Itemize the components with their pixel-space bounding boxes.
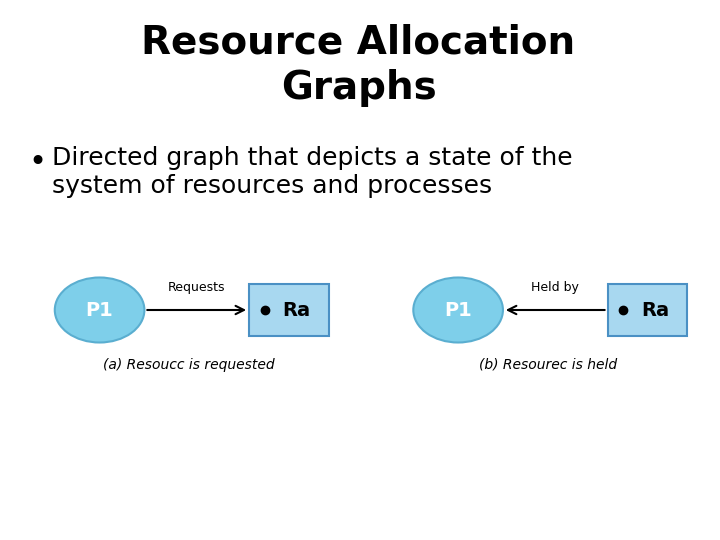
FancyBboxPatch shape bbox=[608, 284, 687, 336]
Text: Directed graph that depicts a state of the
system of resources and processes: Directed graph that depicts a state of t… bbox=[52, 146, 572, 198]
FancyBboxPatch shape bbox=[249, 284, 328, 336]
FancyArrowPatch shape bbox=[147, 306, 244, 314]
Text: (a) Resoucc is requested: (a) Resoucc is requested bbox=[104, 358, 275, 372]
Ellipse shape bbox=[413, 278, 503, 342]
Text: P1: P1 bbox=[444, 300, 472, 320]
Text: Resource Allocation: Resource Allocation bbox=[141, 23, 575, 61]
Text: P1: P1 bbox=[86, 300, 114, 320]
Text: Requests: Requests bbox=[168, 281, 225, 294]
Text: Held by: Held by bbox=[531, 281, 579, 294]
Text: Graphs: Graphs bbox=[281, 69, 436, 107]
Ellipse shape bbox=[55, 278, 145, 342]
Text: Ra: Ra bbox=[642, 300, 670, 320]
Text: (b) Resourec is held: (b) Resourec is held bbox=[479, 358, 617, 372]
Text: Ra: Ra bbox=[283, 300, 311, 320]
FancyArrowPatch shape bbox=[508, 306, 605, 314]
Text: •: • bbox=[28, 148, 46, 177]
